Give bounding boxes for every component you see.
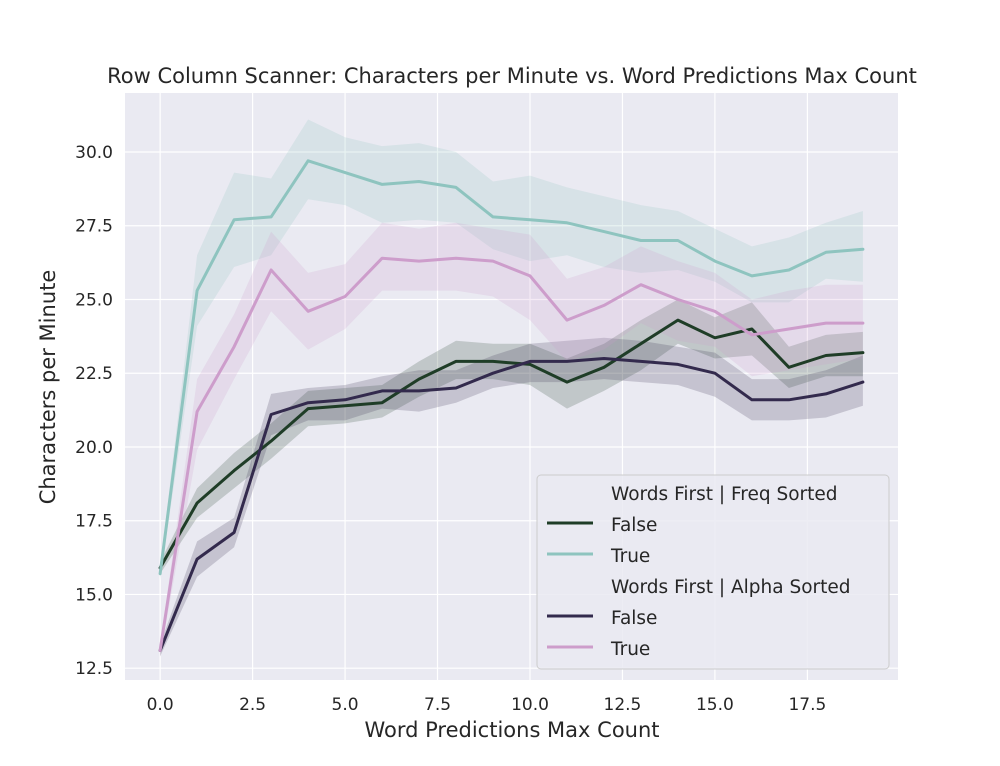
y-tick-label: 30.0 (75, 143, 113, 163)
x-tick-label: 5.0 (332, 695, 359, 715)
x-tick-label: 10.0 (511, 695, 549, 715)
legend-group-title: Words First | Alpha Sorted (611, 577, 851, 598)
series-line (158, 256, 865, 652)
y-tick-label: 12.5 (75, 659, 113, 679)
y-tick-labels: 12.5 15.0 17.5 20.0 22.5 25.0 27.5 30.0 (75, 143, 113, 679)
legend-entry-label: False (611, 608, 657, 629)
series-band (160, 337, 863, 657)
x-tick-label: 12.5 (604, 695, 642, 715)
legend-entry-label: True (610, 546, 650, 567)
chart-title: Row Column Scanner: Characters per Minut… (107, 64, 917, 88)
legend-entry-label: True (610, 639, 650, 660)
y-tick-label: 22.5 (75, 364, 113, 384)
legend-entry-label: False (611, 515, 657, 536)
y-tick-label: 15.0 (75, 585, 113, 605)
x-tick-labels: 0.0 2.5 5.0 7.5 10.0 12.5 15.0 17.5 (147, 695, 827, 715)
x-tick-label: 0.0 (147, 695, 174, 715)
series-line (158, 357, 865, 652)
y-tick-label: 20.0 (75, 438, 113, 458)
x-axis-label: Word Predictions Max Count (364, 718, 659, 742)
x-tick-label: 7.5 (424, 695, 451, 715)
legend-group-title: Words First | Freq Sorted (611, 484, 838, 505)
series-line (158, 159, 865, 576)
y-axis-label: Characters per Minute (36, 270, 60, 505)
confidence-bands (160, 119, 863, 657)
y-tick-label: 27.5 (75, 217, 113, 237)
series-band (160, 299, 863, 574)
y-tick-label: 17.5 (75, 512, 113, 532)
x-tick-label: 17.5 (788, 695, 826, 715)
series-band (160, 119, 863, 580)
x-tick-label: 15.0 (696, 695, 734, 715)
legend: Words First | Freq Sorted False True Words … (536, 474, 890, 670)
x-tick-label: 2.5 (239, 695, 266, 715)
y-tick-label: 25.0 (75, 290, 113, 310)
legend-box (536, 474, 890, 670)
series-band (160, 222, 863, 657)
series-lines (158, 159, 865, 652)
